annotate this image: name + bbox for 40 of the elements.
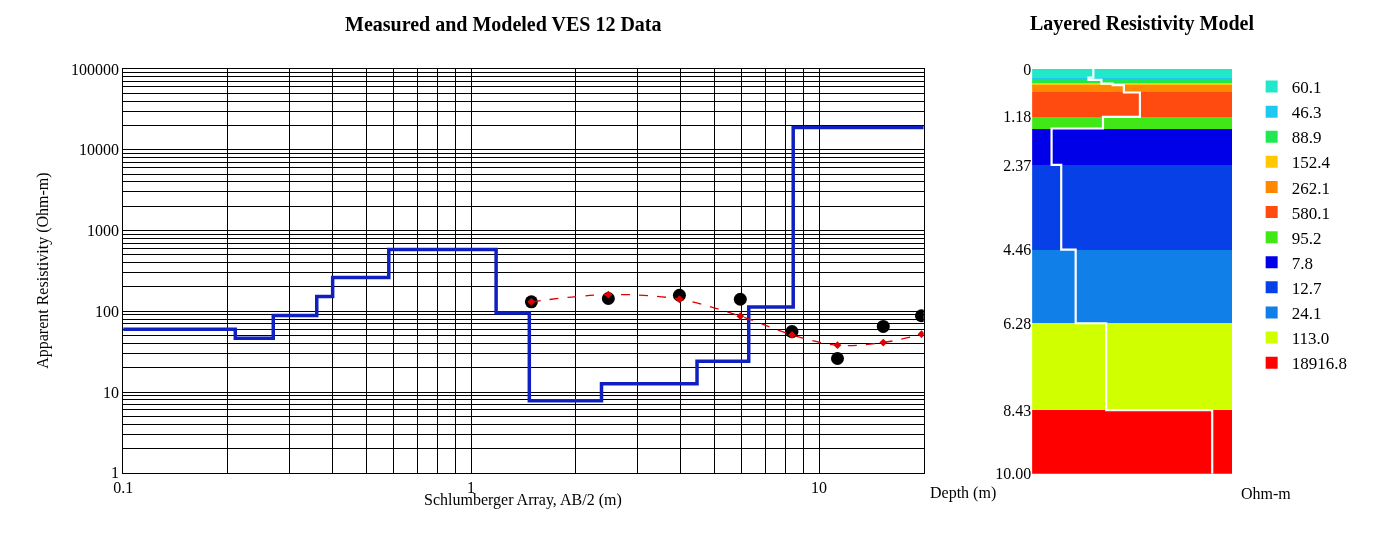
bar: [1032, 410, 1233, 474]
text: Ohm-m: [1241, 485, 1292, 502]
y-tick-label: 0: [1023, 60, 1032, 78]
legend-label: 18916.8: [1291, 354, 1347, 374]
legend-label: 152.4: [1291, 153, 1331, 173]
y-tick-label: 1.18: [1003, 108, 1032, 126]
legend-label: 46.3: [1291, 103, 1322, 123]
y-tick-label: 10.00: [995, 465, 1032, 483]
chart-title: Layered Resistivity Model: [1030, 12, 1255, 35]
y-tick-label: 1000: [86, 222, 119, 240]
legend-label: 24.1: [1291, 304, 1322, 324]
bar: [1032, 117, 1233, 130]
y-axis-title: Depth (m): [930, 484, 997, 502]
y-tick-label: 10: [102, 383, 119, 401]
chart-title: Measured and Modeled VES 12 Data: [345, 13, 662, 35]
y-tick-label: 100: [94, 302, 119, 320]
y-axis-title: Apparent Resistivity (Ohm-m): [34, 172, 53, 369]
bar: [1032, 250, 1233, 324]
legend-label: 88.9: [1291, 128, 1322, 148]
y-tick-label: 2.37: [1003, 156, 1032, 174]
legend-label: 262.1: [1291, 178, 1330, 198]
legend-label: 7.8: [1291, 253, 1313, 273]
x-axis-title: Schlumberger Array, AB/2 (m): [424, 491, 622, 509]
legend-label: 113.0: [1291, 329, 1330, 349]
legend-label: 60.1: [1291, 78, 1322, 98]
bar: [1032, 85, 1233, 93]
bar: [1032, 323, 1233, 411]
bar: [1032, 165, 1233, 251]
bar: [1032, 92, 1233, 118]
legend-label: 580.1: [1291, 203, 1330, 223]
y-tick-label: 6.28: [1003, 314, 1032, 332]
y-tick-label: 100000: [70, 60, 119, 78]
y-tick-label: 4.46: [1003, 241, 1032, 259]
y-tick-label: 10000: [78, 141, 119, 159]
x-tick-label: 10: [811, 478, 828, 496]
bar: [1032, 69, 1233, 79]
y-tick-label: 8.43: [1003, 401, 1032, 419]
bar: [1032, 129, 1233, 166]
legend-label: 12.7: [1291, 278, 1322, 298]
legend-label: 95.2: [1291, 228, 1322, 248]
